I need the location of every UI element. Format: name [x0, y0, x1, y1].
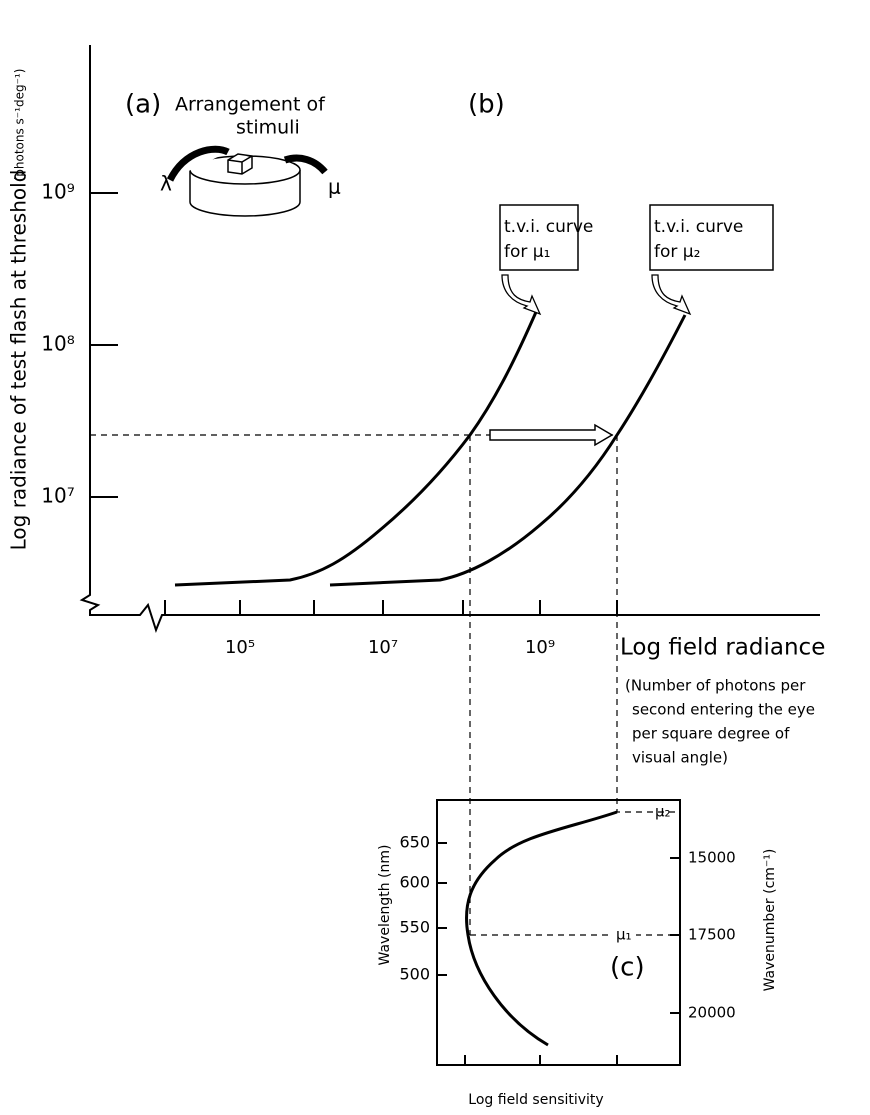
y2-tick-label: 15000: [688, 849, 736, 867]
tvi-curve-1: [175, 312, 536, 585]
panel-c-axes: [437, 800, 680, 1065]
y-tick-label: 650: [399, 833, 430, 852]
panel-title: stimuli: [236, 117, 300, 139]
panel-label: (a): [125, 90, 161, 120]
x-tick-label: 10⁷: [368, 637, 398, 658]
box-text: t.v.i. curve: [504, 217, 593, 237]
box-text: for μ₁: [504, 242, 550, 262]
pointer-arrow: [652, 275, 690, 314]
box-text: t.v.i. curve: [654, 217, 743, 237]
shift-arrow: [490, 425, 612, 445]
x-axis-note: per square degree of: [632, 725, 790, 743]
y-tick-label: 10⁹: [41, 180, 74, 204]
mu2-label: μ₂: [655, 803, 671, 821]
y2-tick-label: 17500: [688, 926, 736, 944]
y2-axis-label: Wavenumber (cm⁻¹): [762, 849, 778, 992]
y-tick-label: 550: [399, 918, 430, 937]
sensitivity-curve: [466, 812, 617, 1045]
panel-label: (b): [468, 90, 505, 120]
y-axis-label: Wavelength (nm): [377, 845, 393, 966]
y-tick-label: 10⁷: [41, 484, 74, 508]
y2-tick-label: 20000: [688, 1004, 736, 1022]
y-axis-label: Log radiance of test flash at threshold: [7, 170, 31, 551]
panel-label: (c): [610, 953, 645, 983]
mu: μ: [328, 175, 341, 199]
stimulus-drawing: [170, 149, 325, 216]
y-tick-label: 10⁸: [41, 332, 74, 356]
tvi-curve-2: [330, 315, 685, 585]
panel-title: Arrangement of: [175, 94, 326, 116]
y-tick-label: 600: [399, 873, 430, 892]
x-axis-label: Log field radiance: [620, 635, 825, 661]
y-axis-unit: (photons s⁻¹deg⁻¹): [13, 69, 27, 182]
box-text: for μ₂: [654, 242, 700, 262]
pointer-arrow: [502, 275, 540, 314]
figure: 10⁹ 10⁸ 10⁷ 10⁵ 10⁷ 10⁹ Log radiance of …: [0, 0, 870, 1115]
x-axis-note: (Number of photons per: [625, 677, 806, 695]
mu1-label: μ₁: [616, 926, 632, 944]
y-tick-label: 500: [399, 965, 430, 984]
x-axis-note: visual angle): [632, 749, 728, 767]
x-tick-label: 10⁹: [525, 637, 555, 658]
x-axis-note: second entering the eye: [632, 701, 815, 719]
lambda: λ: [160, 172, 172, 196]
x-axis-label: Log field sensitivity: [468, 1092, 603, 1108]
x-tick-label: 10⁵: [225, 637, 255, 658]
panel-b-axes: [82, 45, 820, 630]
y-axis-title: Log radiance of test flash at threshold …: [7, 69, 31, 551]
